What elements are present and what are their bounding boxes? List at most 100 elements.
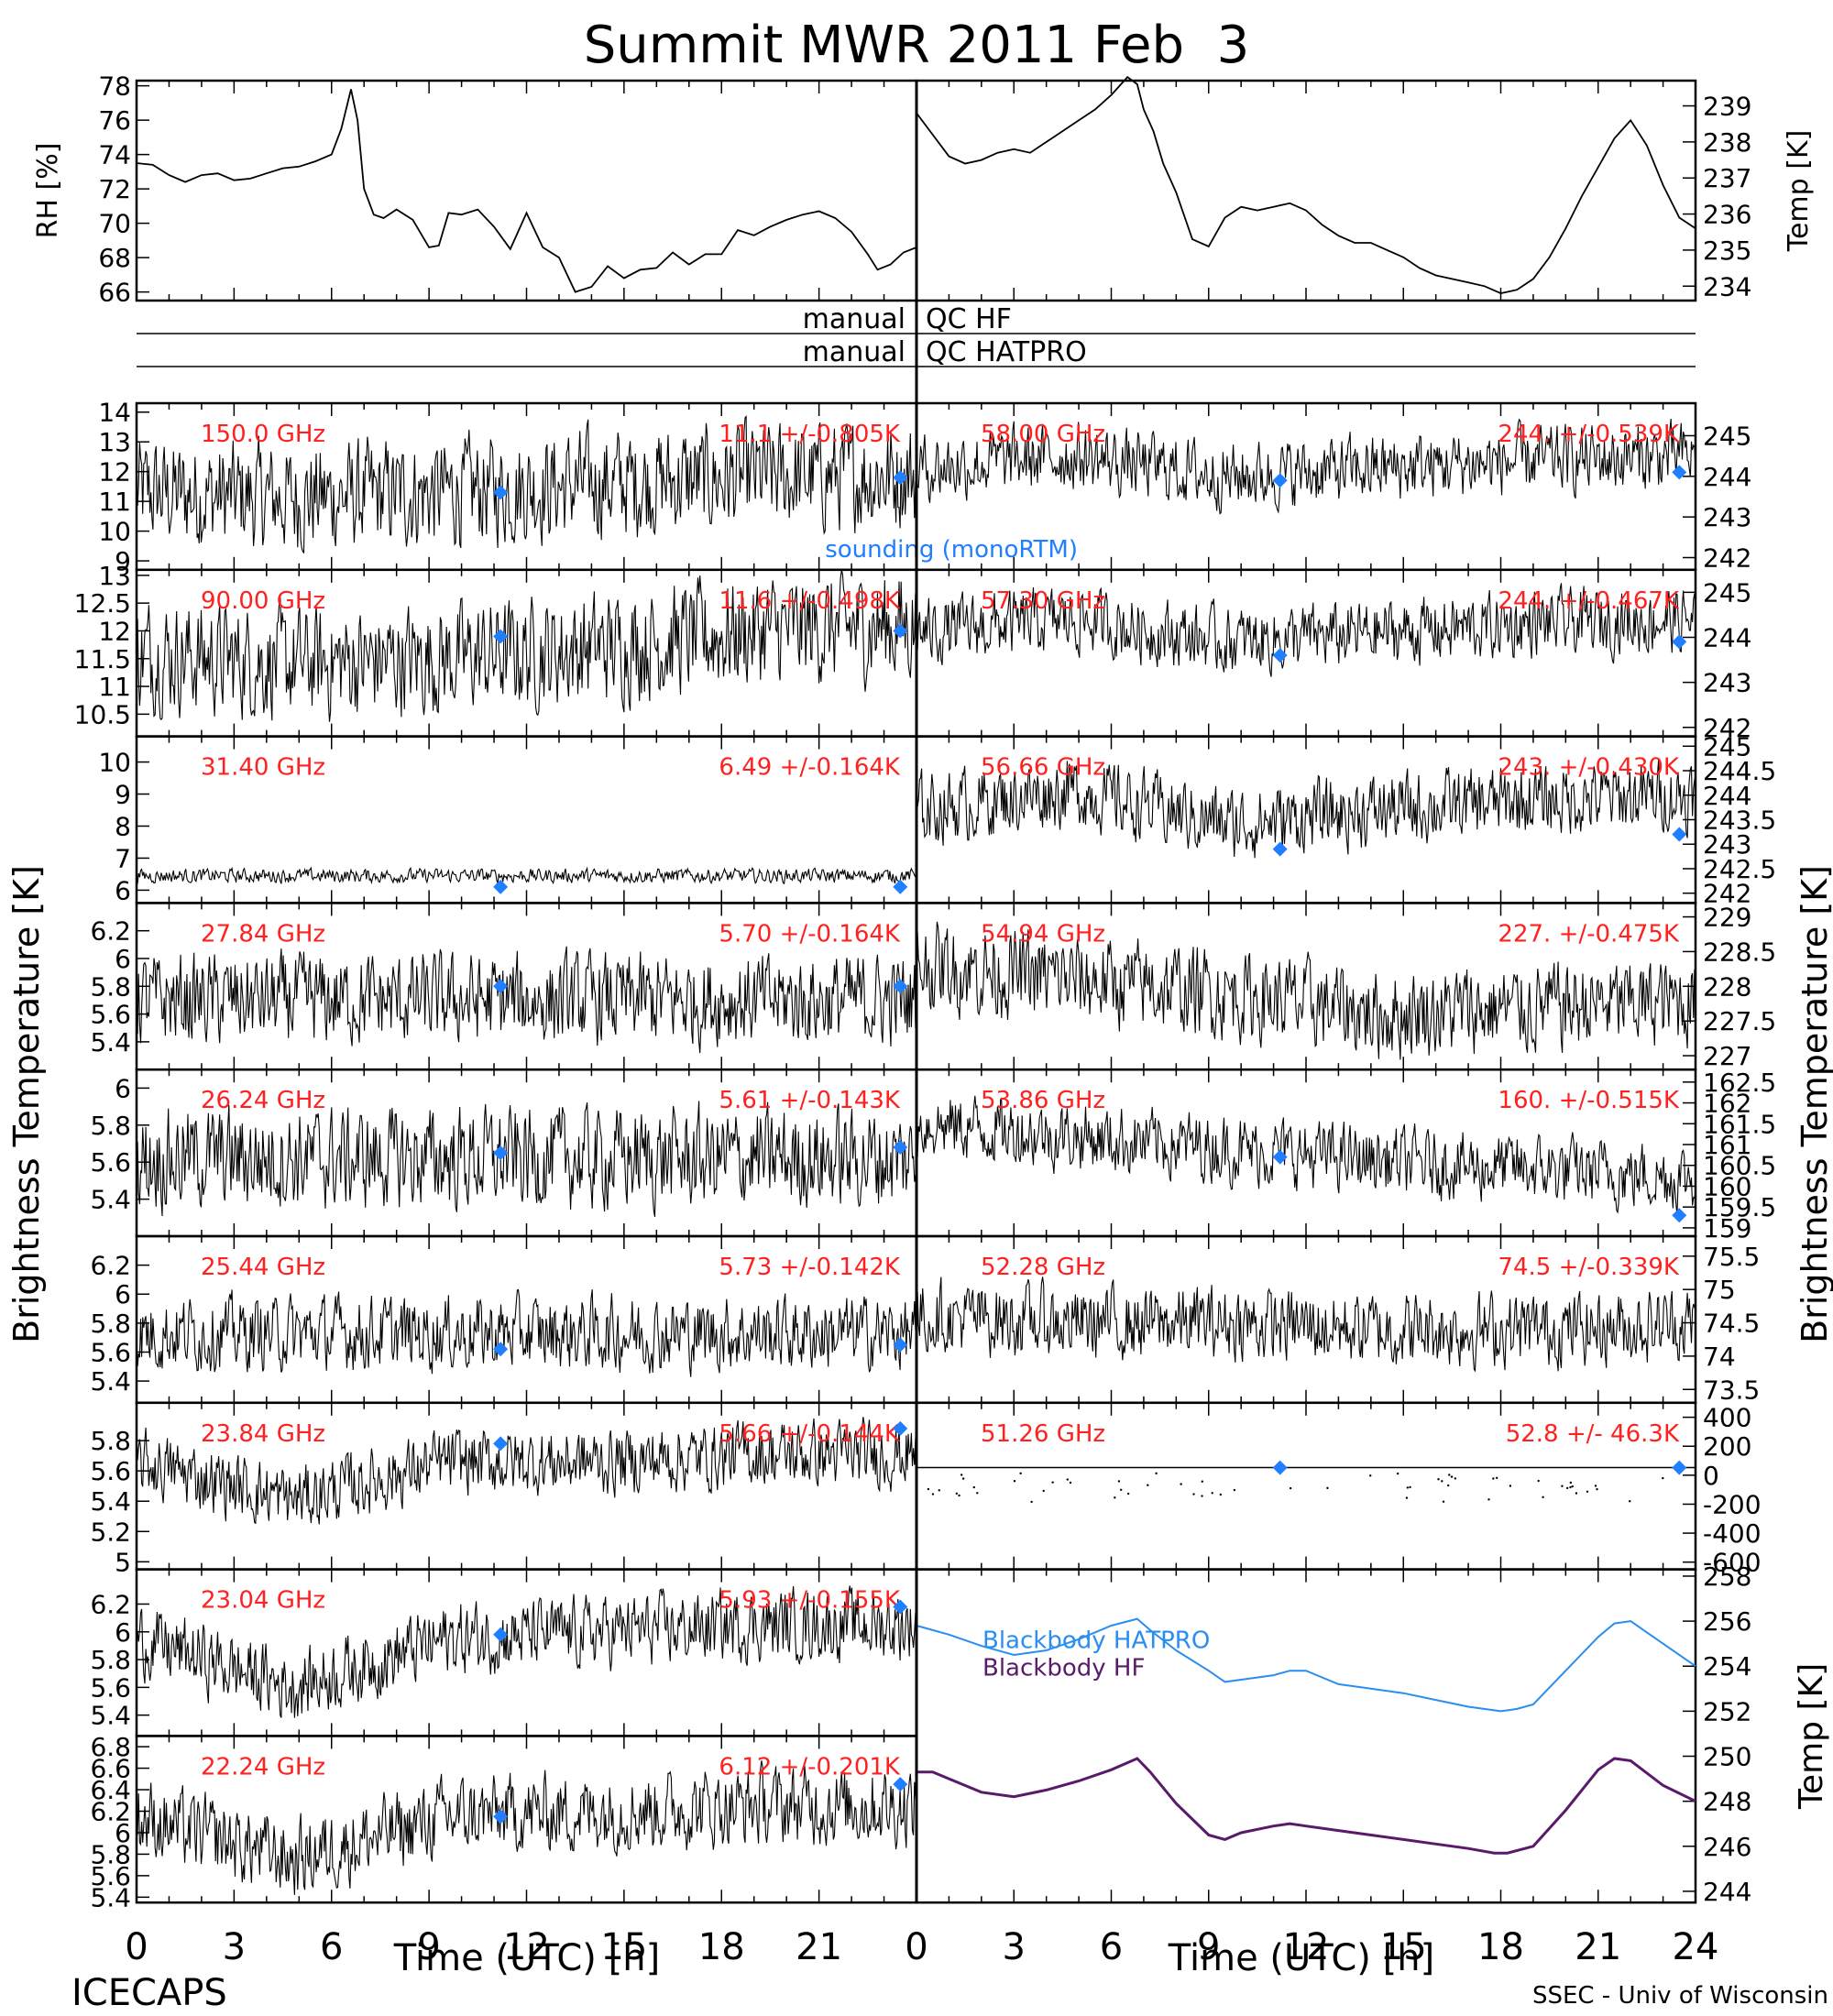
y-tick-label: 6.2	[90, 916, 131, 947]
freq-label-hat2784: 27.84 GHz	[201, 920, 325, 948]
panel-frame	[915, 79, 1697, 302]
y-tick-label: 245	[1703, 731, 1751, 761]
sounding-marker	[893, 1140, 908, 1156]
qc-hf-label-right: QC HF	[926, 303, 1012, 335]
footer-right: SSEC - Univ of Wisconsin	[1532, 1982, 1828, 2010]
y-tick-label: 5.8	[90, 1111, 131, 1141]
outlier-point	[1569, 1481, 1573, 1485]
outlier-point	[1030, 1500, 1033, 1504]
outlier-point	[1487, 1498, 1490, 1501]
outlier-point	[1594, 1485, 1597, 1487]
outlier-point	[1069, 1481, 1072, 1485]
y-tick-label: 244	[1703, 781, 1751, 811]
y-tick-label: 5.8	[90, 1839, 131, 1869]
y-tick-label: 75	[1703, 1275, 1736, 1305]
outlier-point	[931, 1493, 935, 1496]
stat-label-hat5494: 227. +/-0.475K	[1498, 920, 1680, 948]
y-tick-label: 400	[1703, 1403, 1751, 1433]
y-tick-label: 161.5	[1703, 1109, 1776, 1139]
y-tick-label: 13	[98, 427, 131, 457]
rh-line	[136, 89, 917, 293]
y-tick-label: 243	[1703, 668, 1751, 698]
sounding-marker	[493, 1627, 509, 1642]
freq-label-hat5126: 51.26 GHz	[981, 1420, 1105, 1448]
y-tick-label: 6.4	[90, 1775, 131, 1805]
outlier-point	[1450, 1475, 1454, 1478]
panel-hat2784: 5.45.65.866.2 27.84 GHz 5.70 +/-0.164K	[90, 902, 918, 1071]
y-tick-label: 236	[1703, 200, 1751, 230]
sounding-marker	[893, 1420, 908, 1436]
x-tick-label: 0	[905, 1926, 927, 1968]
qc-hatpro-label-right: QC HATPRO	[926, 336, 1087, 368]
ylabel-left: Brightness Temperature [K]	[6, 865, 47, 1343]
sounding-marker	[893, 1777, 908, 1792]
brightness-trace-hat2224	[136, 1760, 917, 1895]
y-tick-label: 246	[1703, 1832, 1751, 1862]
brightness-trace-hat2384	[136, 1417, 917, 1525]
freq-label-hat2224: 22.24 GHz	[201, 1753, 325, 1780]
sounding-marker	[893, 879, 908, 894]
y-tick-label: 5.8	[90, 1426, 131, 1456]
rh-axis-label: RH [%]	[32, 143, 64, 239]
y-tick-label: 6	[115, 1818, 131, 1848]
panel-frame	[915, 1568, 1697, 1904]
freq-label-hf90: 90.00 GHz	[201, 587, 325, 615]
stat-label-hat5126: 52.8 +/- 46.3K	[1506, 1420, 1680, 1448]
sounding-marker	[1672, 1208, 1687, 1223]
y-tick-label: 11	[98, 487, 131, 517]
y-tick-label: 6	[115, 944, 131, 974]
freq-label-hat5228: 52.28 GHz	[981, 1254, 1105, 1281]
sounding-marker	[1272, 648, 1288, 663]
sounding-marker	[1672, 465, 1687, 480]
xlabel-left: Time (UTC) [h]	[393, 1937, 660, 1979]
stat-label-hat5730: 244. +/-0.467K	[1498, 587, 1680, 615]
y-tick-label: 74.5	[1703, 1309, 1760, 1339]
y-tick-label: 237	[1703, 163, 1751, 193]
x-tick-label: 6	[1100, 1926, 1123, 1968]
y-tick-label: -400	[1703, 1518, 1762, 1549]
x-tick-label: 15	[1380, 1926, 1427, 1968]
y-tick-label: 7	[115, 843, 131, 873]
y-tick-label: 160.5	[1703, 1151, 1776, 1181]
stat-label-hat5800: 244. +/-0.539K	[1498, 421, 1680, 448]
temp-axis-label: Temp [K]	[1783, 130, 1815, 253]
outlier-point	[1368, 1474, 1372, 1477]
panel-hat5730: 242 243 244 245 57.30 GHz 244. +/-0.467K	[915, 568, 1751, 743]
y-tick-label: 245	[1703, 577, 1751, 608]
y-tick-label: 5.4	[90, 1882, 131, 1912]
y-tick-label: 6.8	[90, 1732, 131, 1762]
outlier-point	[1066, 1478, 1069, 1481]
x-tick-label: 21	[1575, 1926, 1621, 1968]
y-tick-label: 245	[1703, 421, 1751, 451]
y-tick-label: 243	[1703, 502, 1751, 532]
panel-frame	[135, 79, 918, 302]
y-tick-label: 6.2	[90, 1251, 131, 1281]
sounding-marker	[1272, 1149, 1288, 1165]
freq-label-hat3140: 31.40 GHz	[201, 754, 325, 782]
outlier-point	[1448, 1474, 1451, 1476]
series-legend-0: Blackbody HATPRO	[982, 1627, 1210, 1655]
y-tick-label: 242	[1703, 713, 1751, 743]
stat-label-hf90: 11.6 +/-0.498K	[719, 587, 901, 615]
y-tick-label: 254	[1703, 1651, 1751, 1682]
panel-hat2224: 5.45.65.866.26.46.66.8 22.24 GHz 6.12 +/-0…	[90, 1732, 918, 1912]
outlier-point	[1289, 1486, 1292, 1490]
y-tick-label: 74	[1703, 1342, 1736, 1372]
y-tick-label: 5.8	[90, 1645, 131, 1675]
x-tick-label: 12	[1283, 1926, 1330, 1968]
brightness-trace-hat3140	[136, 866, 917, 885]
panel-hat5494: 227 227.5 228 228.5 229 54.94 GHz 227. +/-0.47…	[915, 902, 1776, 1071]
series-line-0	[916, 1617, 1696, 1713]
y-tick-label: 5	[115, 1547, 131, 1577]
y-tick-label: 12	[98, 616, 131, 646]
freq-label-hat5494: 54.94 GHz	[981, 920, 1105, 948]
x-tick-label: 3	[223, 1926, 246, 1968]
y-tick-label: 248	[1703, 1787, 1751, 1817]
brightness-trace-hat5494	[916, 921, 1696, 1060]
y-tick-label: 6	[115, 875, 131, 905]
sounding-marker	[493, 979, 509, 994]
y-tick-label: -600	[1703, 1548, 1762, 1578]
y-tick-label: 5.6	[90, 1337, 131, 1367]
